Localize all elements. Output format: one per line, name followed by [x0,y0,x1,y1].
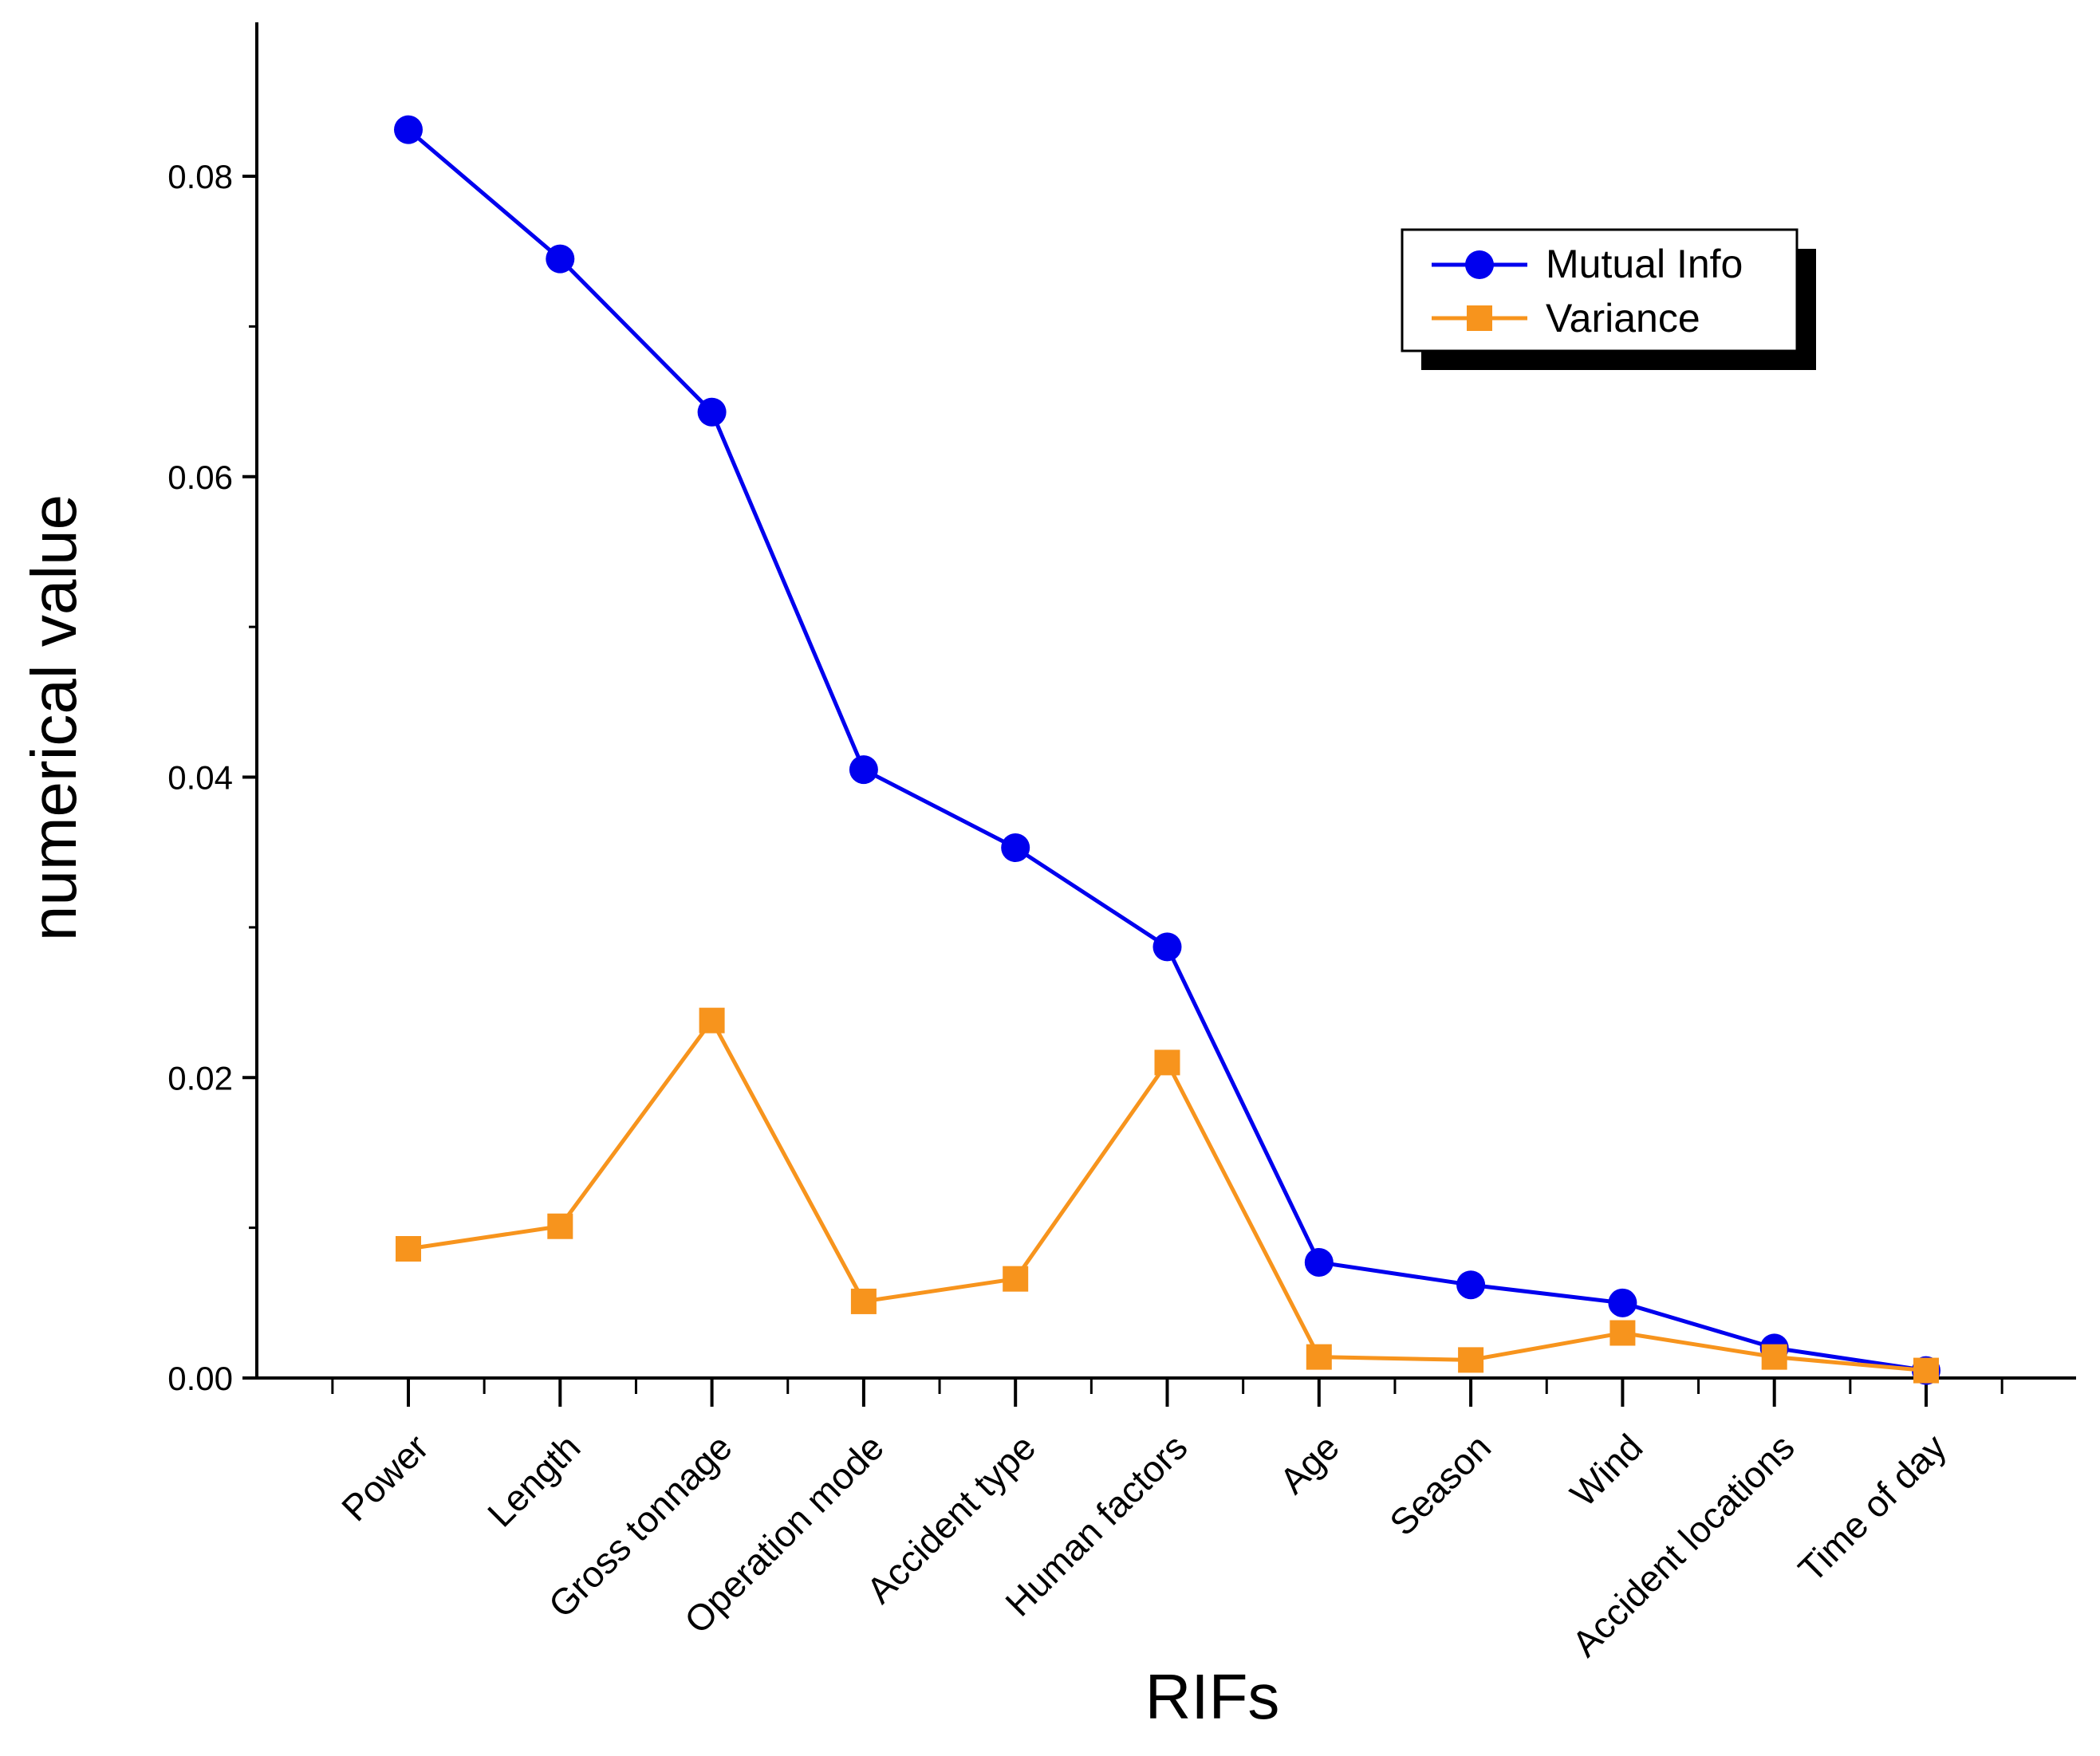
data-point-mutual-info [546,244,575,274]
y-tick-label: 0.00 [167,1360,233,1397]
legend-marker-variance [1467,305,1492,331]
x-tick-label: Power [333,1426,436,1529]
axes [255,22,2076,1380]
y-axis-title: numerical value [18,494,89,941]
data-point-mutual-info [697,397,727,427]
data-point-variance [547,1213,573,1239]
data-point-mutual-info [1456,1270,1486,1300]
data-point-variance [1761,1344,1787,1370]
data-point-variance [396,1235,421,1262]
data-point-variance [850,1288,877,1314]
legend-marker-mutual-info [1465,250,1494,279]
data-point-mutual-info [1001,833,1030,863]
x-tick-label: Wind [1562,1426,1651,1514]
data-point-variance [1306,1344,1332,1370]
x-tick-label: Age [1271,1426,1347,1502]
series-layer [394,115,1940,1385]
y-tick-label: 0.08 [167,158,233,195]
data-point-mutual-info [1304,1247,1334,1277]
x-tick-label: Season [1381,1426,1499,1543]
legend-label-variance: Variance [1546,296,1700,341]
y-tick-label: 0.04 [167,759,233,797]
data-point-variance [1458,1347,1484,1373]
data-point-variance [1154,1049,1180,1076]
x-axis-title: RIFs [1145,1661,1280,1732]
legend-label-mutual-info: Mutual Info [1546,242,1743,286]
legend: Mutual Info Variance [1401,228,1816,370]
data-point-variance [1003,1266,1029,1292]
x-tick-label: Time of day [1791,1426,1954,1589]
data-point-mutual-info [394,115,423,144]
y-tick-label: 0.06 [167,459,233,496]
y-tick-label: 0.02 [167,1059,233,1097]
data-point-variance [1913,1357,1939,1384]
data-point-mutual-info [1152,932,1182,962]
data-point-mutual-info [1608,1288,1637,1317]
x-tick-label: Length [479,1426,588,1534]
data-point-variance [699,1007,725,1034]
data-point-variance [1609,1320,1636,1346]
data-point-mutual-info [849,755,878,785]
